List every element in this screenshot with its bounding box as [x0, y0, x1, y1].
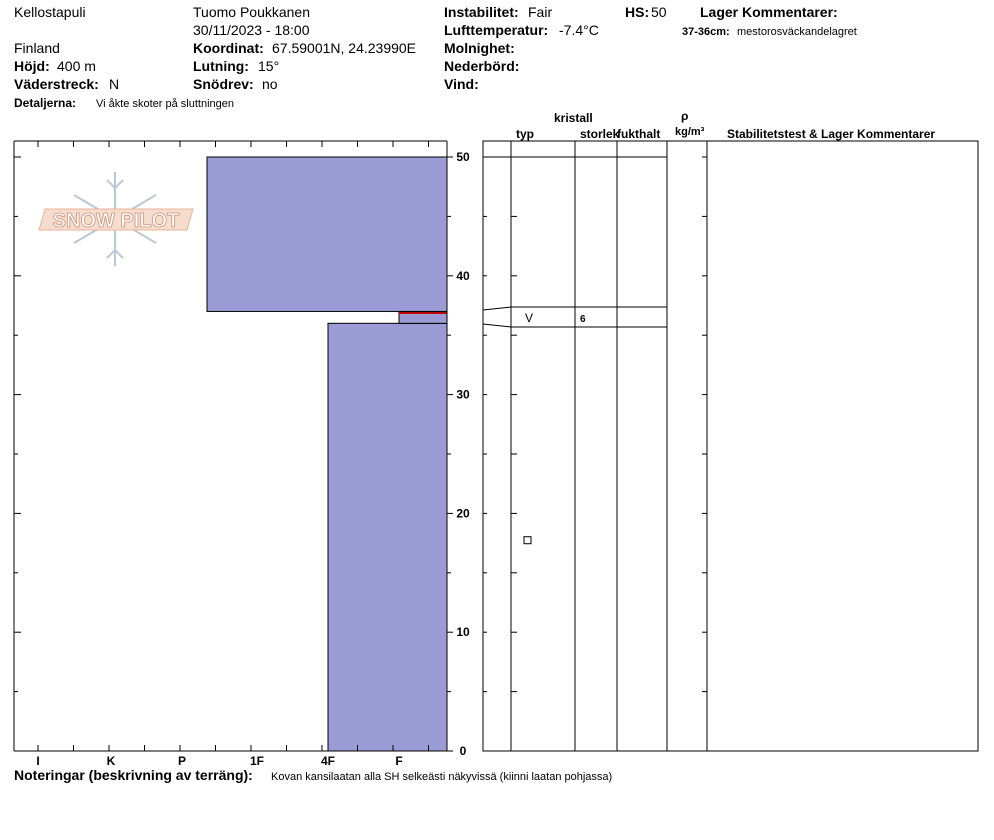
datetime: 30/11/2023 - 18:00	[193, 22, 310, 38]
layer-connector	[482, 306, 512, 311]
wind-label: Vind:	[444, 76, 479, 92]
air-temp-value: -7.4°C	[559, 22, 599, 38]
x-tick-label: K	[107, 754, 116, 768]
layer-connector	[482, 323, 512, 328]
hs-label: HS:	[625, 4, 650, 20]
x-tick-label: 4F	[321, 754, 335, 768]
logo-banner	[38, 208, 194, 231]
density-header: kg/m³	[675, 126, 705, 138]
stability-header: Stabilitetstest & Lager Kommentarer	[727, 127, 936, 141]
notes-value: Kovan kansilaatan alla SH selkeästi näky…	[271, 771, 613, 783]
x-tick-label: P	[178, 754, 186, 768]
instability-value: Fair	[528, 4, 553, 20]
moisture-header: fukthalt	[617, 127, 661, 141]
grain-size-value: 6	[580, 314, 586, 325]
y-tick-label: 30	[456, 388, 470, 402]
elevation-value: 400 m	[57, 58, 96, 74]
details-label: Detaljerna:	[14, 96, 77, 110]
y-tick-label: 0	[460, 744, 467, 758]
y-tick-label: 10	[456, 625, 470, 639]
location: Kellostapuli	[14, 4, 86, 20]
x-tick-label: F	[395, 754, 402, 768]
x-tick-label: 1F	[250, 754, 264, 768]
coords-value: 67.59001N, 24.23990E	[272, 40, 417, 56]
aspect-label: Väderstreck:	[14, 76, 99, 92]
instability-label: Instabilitet:	[444, 4, 519, 20]
y-tick-label: 50	[456, 150, 470, 164]
crystal-header: kristall	[554, 111, 593, 125]
hs-value: 50	[651, 4, 667, 20]
snow-layer-bar	[206, 156, 448, 312]
layer-comment-range: 37-36cm:	[682, 26, 730, 38]
crystal-symbol-square	[523, 536, 532, 545]
notes-label: Noteringar (beskrivning av terräng):	[14, 767, 253, 783]
country: Finland	[14, 40, 60, 56]
type-header: typ	[516, 127, 534, 141]
observer: Tuomo Poukkanen	[193, 4, 310, 20]
coords-label: Koordinat:	[193, 40, 264, 56]
snowpilot-logo: SNOW PILOT	[38, 172, 194, 266]
table-frame	[482, 140, 979, 752]
y-tick-label: 40	[456, 269, 470, 283]
rho-header: ρ	[681, 109, 689, 123]
aspect-value: N	[109, 76, 120, 92]
layer-comment-text: mestorosväckandelagret	[737, 26, 857, 38]
size-header: storlek	[580, 127, 620, 141]
elevation-label: Höjd:	[14, 58, 50, 74]
details-value: Vi åkte skoter på sluttningen	[96, 98, 234, 110]
sky-label: Molnighet:	[444, 40, 515, 56]
precip-label: Nederbörd:	[444, 58, 520, 74]
crystal-type-symbol: V	[525, 311, 533, 325]
slope-label: Lutning:	[193, 58, 249, 74]
logo-text: SNOW PILOT	[53, 210, 180, 232]
wind-loading-value: no	[262, 76, 278, 92]
wind-loading-label: Snödrev:	[193, 76, 254, 92]
layer-comments-label: Lager Kommentarer:	[700, 4, 838, 20]
snow-layer-bar	[327, 322, 448, 752]
air-temp-label: Lufttemperatur:	[444, 22, 549, 38]
slope-value: 15°	[258, 58, 280, 74]
y-tick-label: 20	[456, 506, 470, 520]
x-tick-label: I	[36, 754, 39, 768]
